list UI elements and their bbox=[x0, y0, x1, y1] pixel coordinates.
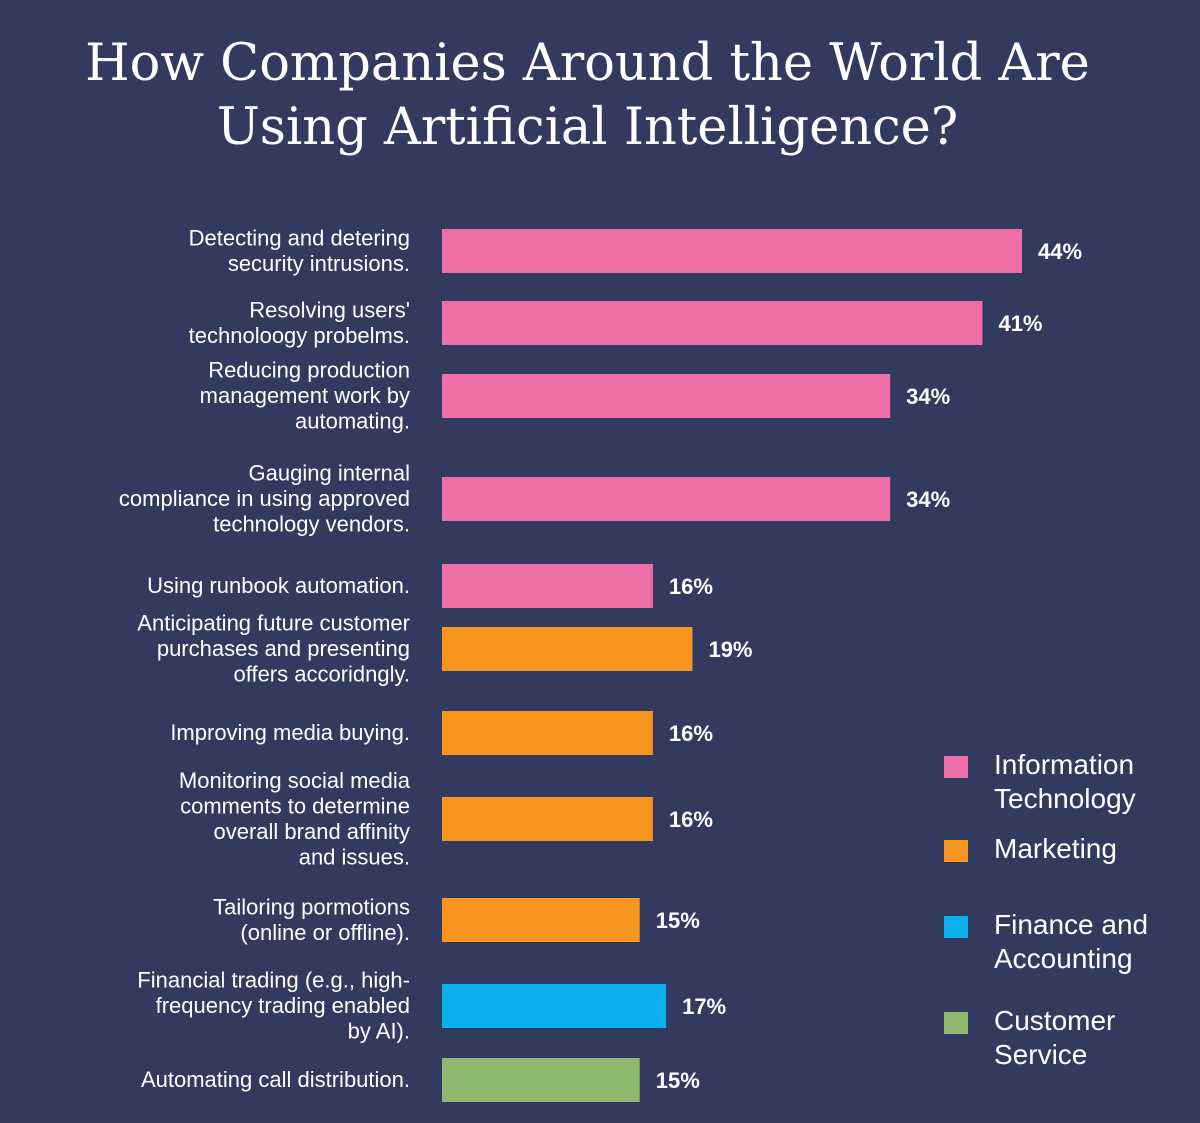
value-label-2: 34% bbox=[906, 384, 950, 409]
category-label-5-line-1: purchases and presenting bbox=[157, 636, 410, 661]
value-label-0: 44% bbox=[1038, 239, 1082, 264]
bar-7 bbox=[442, 797, 653, 841]
category-label-3-line-1: compliance in using approved bbox=[119, 486, 410, 511]
category-label-1-line-1: technoloogy probelms. bbox=[189, 323, 410, 348]
category-label-2-line-0: Reducing production bbox=[208, 358, 410, 383]
value-label-7: 16% bbox=[669, 807, 713, 832]
value-label-10: 15% bbox=[656, 1068, 700, 1093]
category-label-2-line-2: automating. bbox=[295, 409, 410, 434]
category-label-0-line-1: security intrusions. bbox=[228, 251, 410, 276]
bar-8 bbox=[442, 898, 640, 942]
bar-9 bbox=[442, 984, 667, 1028]
category-label-0-line-0: Detecting and detering bbox=[189, 225, 410, 250]
bar-3 bbox=[442, 477, 891, 521]
category-label-7-line-2: overall brand affinity bbox=[214, 819, 411, 844]
bar-1 bbox=[442, 301, 983, 345]
category-label-8: Tailoring pormotions (online or offline). bbox=[213, 894, 410, 945]
value-label-8: 15% bbox=[656, 908, 700, 933]
category-label-8-line-1: (online or offline). bbox=[240, 920, 410, 945]
legend-label-0: Information Technology bbox=[994, 748, 1194, 816]
value-label-4: 16% bbox=[669, 574, 713, 599]
category-label-5-line-0: Anticipating future customer bbox=[137, 611, 410, 636]
category-label-2: Reducing production management work by aut… bbox=[200, 358, 410, 434]
value-label-3: 34% bbox=[906, 487, 950, 512]
category-label-3-line-2: technology vendors. bbox=[213, 512, 410, 537]
legend-label-3: Customer Service bbox=[994, 1004, 1194, 1072]
category-label-7-line-0: Monitoring social media bbox=[179, 768, 411, 793]
chart-title-line-1: How Companies Around the World Are bbox=[85, 34, 1090, 93]
category-label-6-line-0: Improving media buying. bbox=[170, 720, 410, 745]
legend-label-2: Finance and Accounting bbox=[994, 908, 1194, 976]
legend-swatch-3 bbox=[944, 1012, 968, 1034]
category-label-6: Improving media buying. bbox=[170, 720, 410, 745]
bar-10 bbox=[442, 1058, 640, 1102]
legend-label-2-line-0: Finance and bbox=[994, 909, 1149, 940]
bar-2 bbox=[442, 374, 891, 418]
legend-label-0-line-1: Technology bbox=[994, 783, 1136, 814]
category-label-7-line-3: and issues. bbox=[299, 844, 410, 869]
legend-label-0-line-0: Information bbox=[994, 749, 1135, 780]
category-label-9-line-1: frequency trading enabled bbox=[156, 993, 410, 1018]
category-label-4: Using runbook automation. bbox=[147, 573, 410, 598]
legend-label-2-line-1: Accounting bbox=[994, 943, 1133, 974]
category-label-1: Resolving users' technoloogy probelms. bbox=[189, 297, 410, 348]
category-label-3-line-0: Gauging internal bbox=[249, 461, 410, 486]
value-label-5: 19% bbox=[708, 637, 752, 662]
category-label-1-line-0: Resolving users' bbox=[249, 297, 410, 322]
legend-label-3-line-1: Service bbox=[994, 1039, 1088, 1070]
category-label-5: Anticipating future customer purchases an… bbox=[137, 611, 410, 687]
chart-title: How Companies Around the World Are Using… bbox=[0, 32, 1175, 160]
category-label-2-line-1: management work by bbox=[200, 383, 410, 408]
category-label-0: Detecting and detering security intrusion… bbox=[189, 225, 410, 276]
bar-6 bbox=[442, 711, 653, 755]
category-label-5-line-2: offers accoridngly. bbox=[234, 662, 411, 687]
category-label-7-line-1: comments to determine bbox=[180, 793, 410, 818]
value-label-9: 17% bbox=[682, 994, 726, 1019]
category-label-8-line-0: Tailoring pormotions bbox=[213, 894, 410, 919]
legend-swatch-1 bbox=[944, 840, 968, 862]
category-label-9: Financial trading (e.g., high-frequency … bbox=[137, 968, 410, 1044]
category-label-10: Automating call distribution. bbox=[141, 1067, 410, 1092]
legend-label-1: Marketing bbox=[994, 832, 1194, 866]
value-label-1: 41% bbox=[998, 311, 1042, 336]
legend-swatch-0 bbox=[944, 756, 968, 778]
bar-4 bbox=[442, 564, 653, 608]
legend-label-1-line-0: Marketing bbox=[994, 833, 1117, 864]
category-label-9-line-2: by AI). bbox=[348, 1019, 410, 1044]
category-label-10-line-0: Automating call distribution. bbox=[141, 1067, 410, 1092]
category-label-7: Monitoring social media comments to deter… bbox=[179, 768, 411, 870]
legend-label-3-line-0: Customer bbox=[994, 1005, 1116, 1036]
bar-5 bbox=[442, 627, 693, 671]
chart-title-line-2: Using Artificial Intelligence? bbox=[216, 98, 959, 157]
bar-0 bbox=[442, 229, 1022, 273]
legend-swatch-2 bbox=[944, 916, 968, 938]
category-label-4-line-0: Using runbook automation. bbox=[147, 573, 410, 598]
value-label-6: 16% bbox=[669, 721, 713, 746]
category-label-3: Gauging internal compliance in using appr… bbox=[119, 461, 410, 537]
category-label-9-line-0: Financial trading (e.g., high- bbox=[137, 968, 410, 993]
